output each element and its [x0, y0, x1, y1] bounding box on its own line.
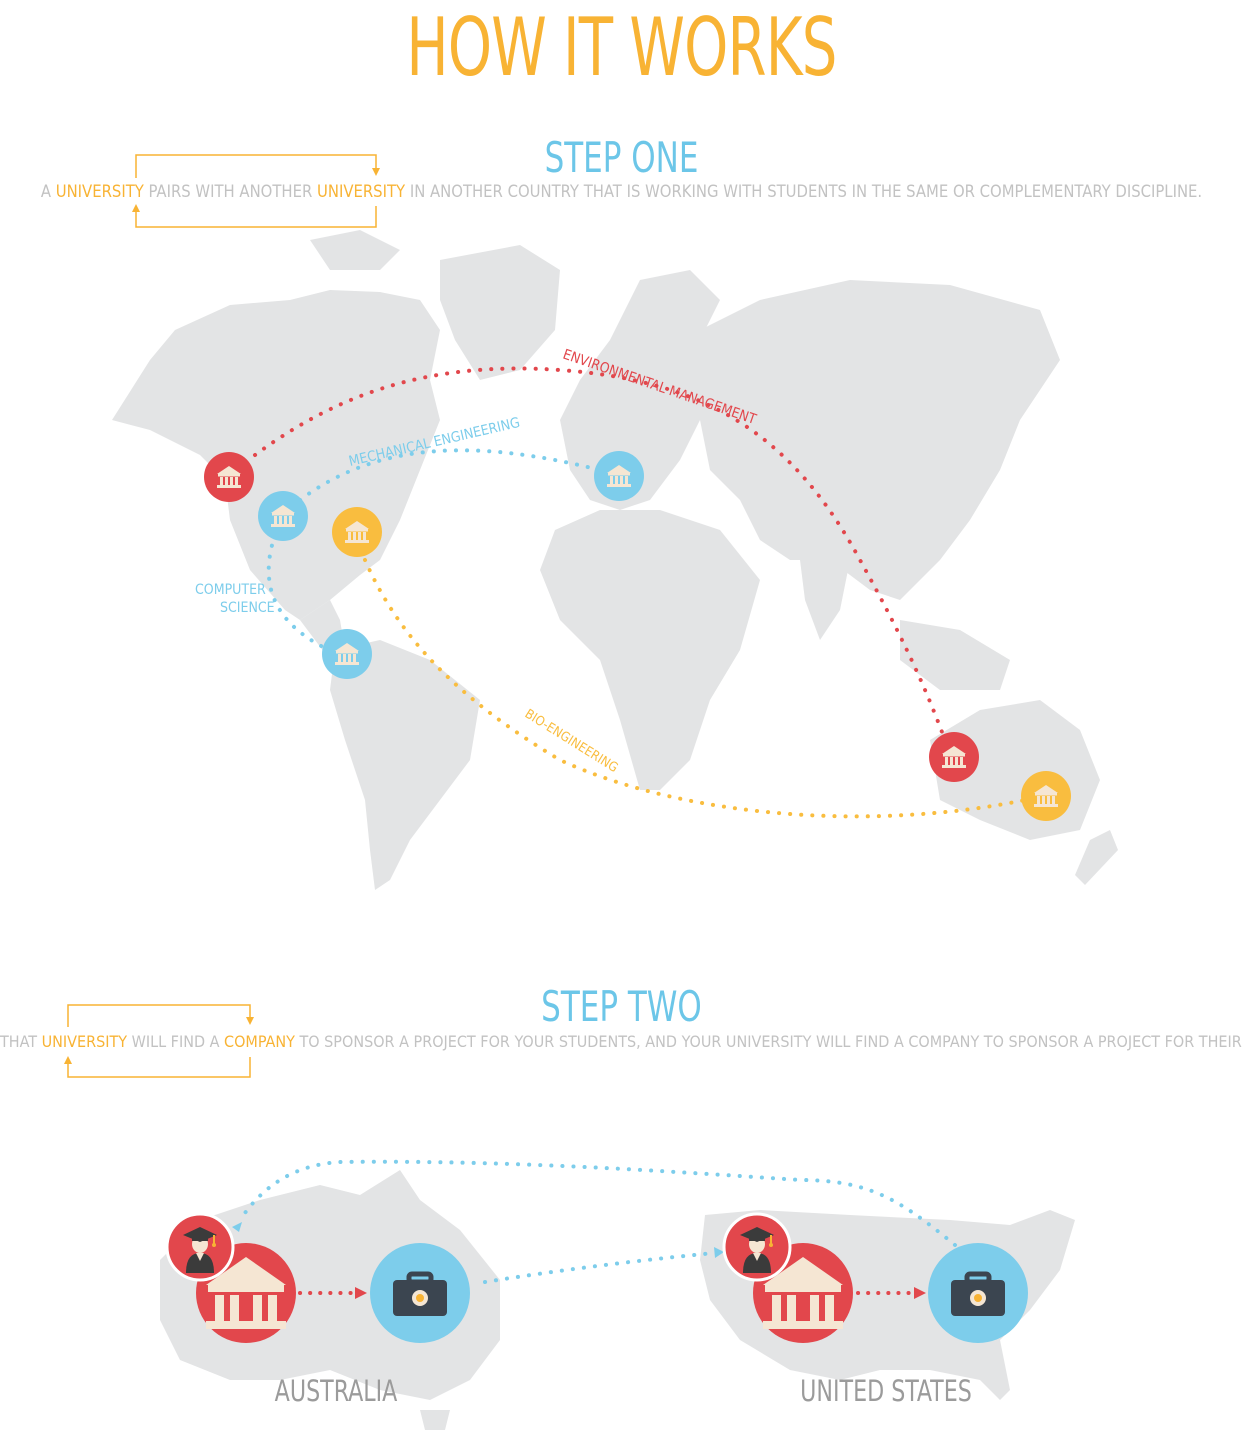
page-title: HOW IT WORKS [406, 1, 837, 94]
route-environmental [253, 366, 947, 742]
scandinavia-shape [610, 270, 720, 360]
se-asia-shape [900, 620, 1010, 690]
india-shape [800, 560, 850, 640]
step-two-pair-bracket [64, 1004, 254, 1078]
university-marker-blue-west [258, 491, 308, 541]
desc-text: PAIRS WITH ANOTHER [143, 182, 317, 201]
greenland-shape [440, 245, 560, 380]
desc-text: THAT [0, 1032, 42, 1051]
highlight-university: UNIVERSITY [316, 182, 406, 201]
university-marker-yellow-east [332, 507, 382, 557]
us-company [928, 1243, 1028, 1343]
australia-company [370, 1243, 470, 1343]
university-marker-blue-south [322, 629, 372, 679]
highlight-university: UNIVERSITY [41, 1032, 128, 1051]
university-marker-yellow-australia [1021, 771, 1071, 821]
university-marker-red-australia [929, 732, 979, 782]
us-student [722, 1212, 792, 1282]
step-two-title: STEP TWO [541, 982, 702, 1031]
route-mechanical [298, 448, 602, 502]
desc-text: IN ANOTHER COUNTRY THAT IS WORKING WITH … [405, 182, 1203, 201]
asia-shape [700, 280, 1060, 600]
africa-shape [540, 510, 760, 790]
world-map [112, 230, 1118, 890]
arrowhead [714, 1247, 724, 1258]
briefcase-icon [393, 1274, 447, 1316]
australia-student [165, 1212, 235, 1282]
university-to-company-arrow-right [856, 1287, 926, 1299]
university-marker-blue-europe [594, 451, 644, 501]
university-to-company-arrow-left [298, 1287, 367, 1299]
university-marker-red-west [204, 452, 254, 502]
step-one-pair-bracket [132, 154, 380, 228]
step-two-description: THAT UNIVERSITY WILL FIND A COMPANY TO S… [0, 1034, 1243, 1050]
step-two-connection-arc [238, 1159, 957, 1284]
arctic-islands-shape [310, 230, 400, 270]
highlight-university: UNIVERSITY [55, 182, 144, 201]
route-label-computer-2: SCIENCE [220, 600, 275, 616]
highlight-company: COMPANY [224, 1032, 295, 1051]
desc-text: WILL FIND A [127, 1032, 225, 1051]
arrowhead [232, 1222, 242, 1232]
desc-text: A [40, 182, 56, 201]
briefcase-icon [951, 1274, 1005, 1316]
country-label-australia: AUSTRALIA [274, 1374, 398, 1408]
step-one-title: STEP ONE [544, 133, 699, 182]
route-label-computer-1: COMPUTER [195, 582, 266, 598]
step-one-description: A UNIVERSITY PAIRS WITH ANOTHER UNIVERSI… [0, 182, 1243, 201]
new-zealand-shape [1075, 830, 1118, 885]
route-label-bio: BIO-ENGINEERING [522, 707, 621, 776]
country-label-united-states: UNITED STATES [800, 1374, 972, 1408]
south-america-shape [330, 640, 480, 890]
desc-text: TO SPONSOR A PROJECT FOR YOUR STUDENTS, … [294, 1032, 1243, 1051]
